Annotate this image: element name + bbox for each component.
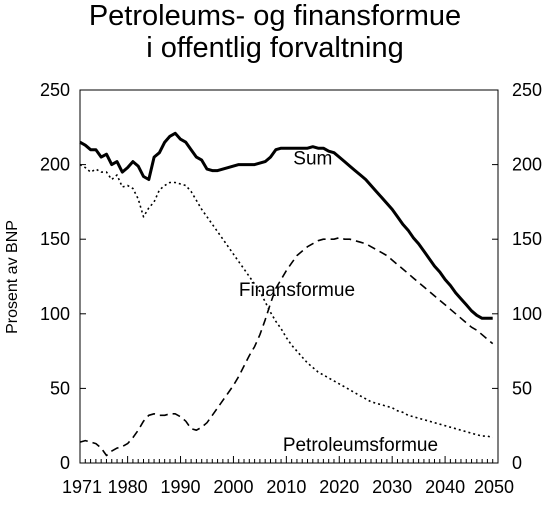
series-label-petroleumsformue: Petroleumsformue bbox=[283, 435, 438, 456]
chart-title-line-1: Petroleums- og finansformue bbox=[88, 0, 462, 32]
y-tick-label-left: 200 bbox=[40, 155, 70, 175]
x-tick-label: 2010 bbox=[266, 477, 306, 497]
x-tick-label: 1980 bbox=[108, 477, 148, 497]
y-tick-label-left: 150 bbox=[40, 229, 70, 249]
plot-frame bbox=[79, 89, 499, 464]
x-tick-label: 2020 bbox=[319, 477, 359, 497]
y-tick-label-right: 200 bbox=[512, 155, 542, 175]
y-tick-label-left: 250 bbox=[40, 80, 70, 100]
y-tick-label-right: 250 bbox=[512, 80, 542, 100]
series-line-petroleumsformue bbox=[79, 163, 493, 439]
x-tick-label: 1971 bbox=[62, 477, 102, 497]
y-tick-label-right: 150 bbox=[512, 229, 542, 249]
y-tick-label-left: 0 bbox=[60, 453, 70, 473]
chart-title-line-2: i offentlig forvaltning bbox=[146, 32, 404, 64]
series-lines bbox=[79, 131, 494, 457]
y-tick-label-right: 100 bbox=[512, 304, 542, 324]
x-tick-label: 2040 bbox=[425, 477, 465, 497]
series-line-finansformue bbox=[79, 236, 494, 457]
series-label-finansformue: Finansformue bbox=[239, 280, 355, 301]
x-tick-label: 2030 bbox=[372, 477, 412, 497]
series-labels: Sum Finansformue Petroleumsformue bbox=[239, 149, 438, 456]
x-tick-label: 2050 bbox=[474, 477, 514, 497]
axis-ticks: 0 0 50 50 100 100 150 150 200 200 250 250 1971 1980 19… bbox=[40, 80, 542, 497]
y-tick-label-left: 100 bbox=[40, 304, 70, 324]
y-tick-label-right: 0 bbox=[512, 453, 522, 473]
x-tick-label: 1990 bbox=[161, 477, 201, 497]
y-tick-label-right: 50 bbox=[512, 378, 532, 398]
y-tick-label-left: 50 bbox=[50, 378, 70, 398]
y-axis-label: Prosent av BNP bbox=[4, 220, 21, 334]
x-tick-label: 2000 bbox=[213, 477, 253, 497]
series-label-sum: Sum bbox=[293, 149, 332, 170]
series-line-sum bbox=[79, 131, 493, 320]
